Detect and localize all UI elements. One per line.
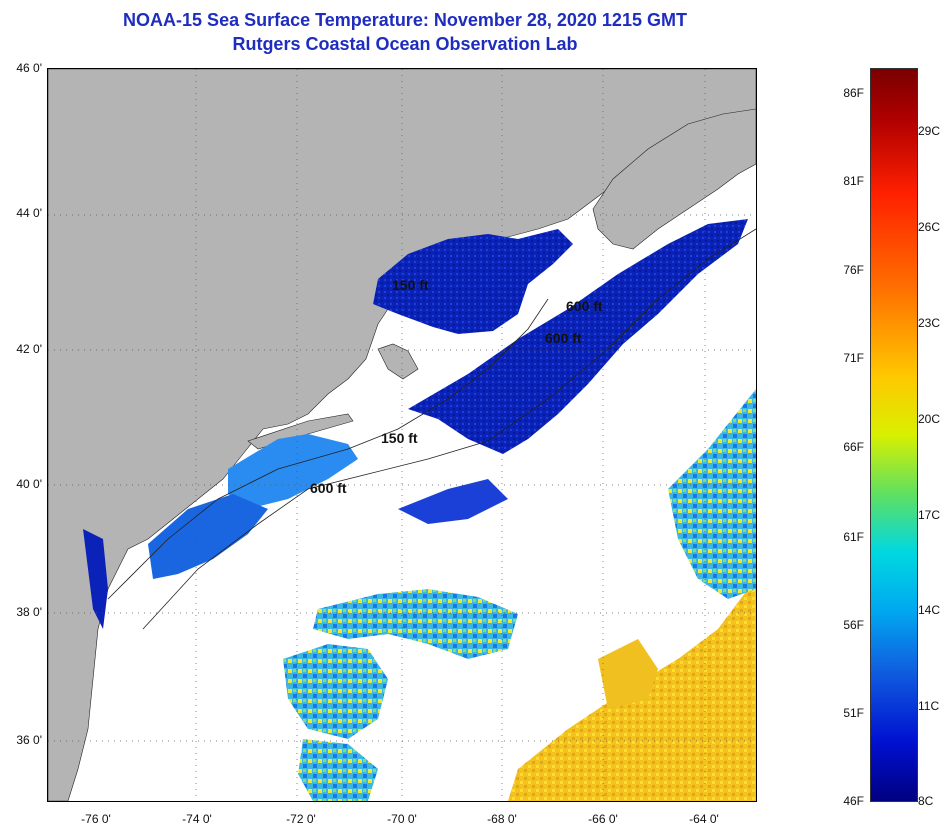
lat-label: 40 0' [16,477,42,491]
lon-label: -64 0' [689,812,719,826]
lon-label: -68 0' [487,812,517,826]
colorbar-c-label: 29C [918,124,941,138]
colorbar-f-label: 81F [843,174,864,188]
colorbar-c-label: 17C [918,508,941,522]
colorbar-f-label: 76F [843,263,864,277]
depth-label: 600 ft [566,298,603,314]
sst-southern-new-england [228,434,358,509]
colorbar-f-label: 61F [843,530,864,544]
lon-label: -74 0' [182,812,212,826]
colorbar-f-label: 46F [843,794,864,808]
lat-label: 42 0' [16,342,42,356]
lat-label: 38 0' [16,605,42,619]
colorbar-c-label: 14C [918,603,941,617]
lon-label: -66 0' [588,812,618,826]
sst-eastern-fringe [668,389,756,599]
land-long-island [247,413,354,450]
chesapeake-water [83,529,108,629]
sst-eddy-west [283,644,388,739]
sst-eddy-south [298,739,378,801]
sst-map [47,68,757,802]
sst-shelf-slope [398,479,508,524]
lon-label: -76 0' [81,812,111,826]
colorbar-c-label: 11C [918,699,940,713]
temperature-colorbar [870,68,918,802]
sst-scotian-shelf [408,219,748,454]
lat-label: 36 0' [16,733,42,747]
sst-mid-warm [598,639,658,709]
sst-eddy-north [313,589,518,659]
map-title: NOAA-15 Sea Surface Temperature: Novembe… [123,10,687,30]
depth-label: 600 ft [310,480,347,496]
sst-gulf-of-maine [373,229,573,334]
depth-label: 150 ft [392,277,429,293]
land-nova-scotia [592,108,756,250]
colorbar-c-label: 26C [918,220,941,234]
colorbar-c-label: 23C [918,316,941,330]
depth-label: 150 ft [381,430,418,446]
sst-mid-atlantic-bight [148,494,268,579]
colorbar-f-label: 86F [843,86,864,100]
lat-label: 46 0' [16,61,42,75]
depth-label: 600 ft [545,330,582,346]
colorbar-c-label: 20C [918,412,941,426]
colorbar-f-label: 56F [843,618,864,632]
land-cape-cod [377,343,419,380]
lat-label: 44 0' [16,206,42,220]
depth-contour-600 [142,228,756,630]
colorbar-f-label: 71F [843,351,864,365]
colorbar-f-label: 51F [843,706,864,720]
colorbar-c-label: 8C [918,794,934,808]
lon-label: -72 0' [286,812,316,826]
lon-label: -70 0' [387,812,417,826]
colorbar-f-label: 66F [843,440,864,454]
map-subtitle: Rutgers Coastal Ocean Observation Lab [232,34,578,54]
depth-contour-150 [107,298,549,600]
graticule [48,69,756,801]
